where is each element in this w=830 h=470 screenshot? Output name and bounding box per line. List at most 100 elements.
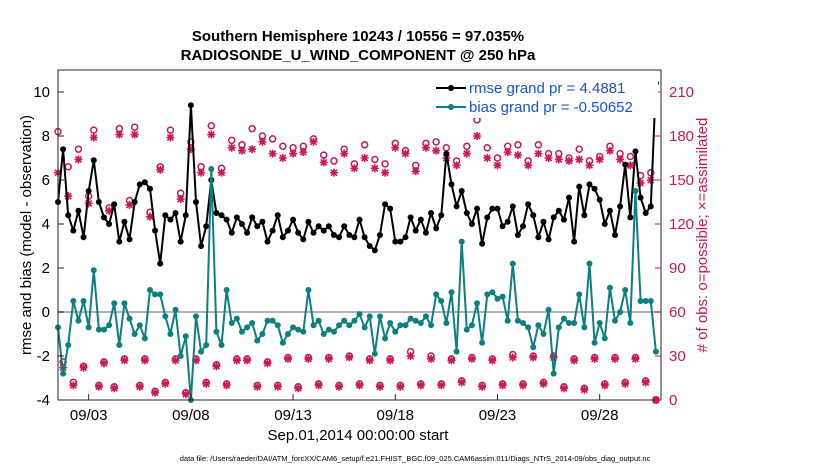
bias-point (315, 317, 322, 324)
obs-assimilated-point (99, 359, 108, 368)
bias-point (136, 322, 143, 329)
bias-point (290, 324, 297, 331)
obs-assimilated-point (381, 168, 390, 177)
bias-point (612, 317, 619, 324)
bias-point (576, 291, 583, 298)
rmse-point (637, 194, 644, 201)
rmse-point (146, 185, 153, 192)
obs-assimilated-point (319, 158, 328, 167)
obs-assimilated-point (611, 354, 620, 363)
bias-point (346, 322, 353, 329)
bias-point (458, 238, 465, 245)
rmse-point (116, 238, 123, 245)
bias-point (647, 298, 654, 304)
bias-point (627, 320, 634, 326)
bias-point (422, 313, 429, 320)
rmse-point (402, 234, 409, 241)
rmse-point (550, 214, 557, 221)
rmse-point (75, 207, 82, 214)
obs-assimilated-point (473, 132, 482, 140)
obs-assimilated-point (600, 381, 609, 390)
rmse-point (172, 210, 179, 216)
obs-assimilated-point (156, 165, 165, 174)
bias-point (65, 342, 72, 348)
rmse-point (647, 203, 654, 210)
rmse-point (422, 229, 429, 236)
obs-assimilated-point (529, 353, 538, 362)
rmse-point (463, 210, 470, 216)
obs-assimilated-point (227, 143, 236, 152)
obs-assimilated-point (309, 137, 318, 146)
rmse-point (233, 214, 240, 221)
rmse-point (218, 212, 225, 219)
rmse-point (152, 227, 159, 234)
obs-assimilated-point (483, 154, 492, 162)
rmse-point (371, 247, 378, 254)
rmse-point (90, 157, 97, 164)
y-right-tick-label: 0 (669, 392, 677, 409)
bias-point (341, 317, 348, 324)
bias-point (259, 331, 266, 337)
bias-point (622, 287, 629, 293)
rmse-point (581, 212, 588, 219)
bias-point (412, 317, 419, 324)
bias-point (453, 348, 460, 355)
rmse-point (305, 218, 312, 225)
bias-point (70, 298, 77, 304)
obs-possible-point (575, 145, 583, 153)
y-tick-label: 10 (33, 84, 50, 101)
y-tick-label: 6 (42, 172, 50, 189)
obs-assimilated-point (488, 356, 497, 365)
obs-possible-point (130, 123, 139, 131)
bias-point (264, 317, 271, 324)
bias-point (387, 320, 394, 326)
rmse-point (382, 201, 389, 208)
obs-possible-point (493, 154, 502, 162)
series-layer (55, 80, 659, 403)
obs-assimilated-point (554, 155, 563, 164)
obs-assimilated-point (462, 149, 471, 158)
rmse-point (121, 218, 128, 225)
obs-assimilated-point (432, 146, 441, 155)
obs-assimilated-point (212, 362, 221, 371)
obs-possible-point (268, 135, 277, 143)
bias-point (417, 320, 424, 326)
obs-assimilated-point (626, 161, 635, 170)
obs-assimilated-point (74, 155, 83, 164)
obs-assimilated-point (406, 352, 415, 360)
y-tick-label: 0 (42, 304, 50, 321)
rmse-point (392, 238, 399, 245)
rmse-point (540, 218, 547, 225)
obs-assimilated-point (447, 356, 456, 365)
obs-possible-point (534, 141, 543, 149)
rmse-point (632, 148, 639, 155)
bias-point (336, 322, 343, 329)
rmse-point (310, 229, 317, 236)
bias-point (167, 331, 174, 337)
bias-point (617, 309, 624, 315)
obs-possible-point (74, 145, 83, 153)
bias-point (157, 291, 164, 298)
bias-point (126, 315, 133, 322)
bias-point (228, 320, 235, 326)
bias-point (484, 291, 491, 298)
y-right-tick-label: 150 (669, 172, 694, 189)
rmse-point (627, 214, 634, 221)
bias-point (208, 166, 215, 172)
obs-possible-point (248, 124, 256, 133)
obs-assimilated-point (314, 381, 323, 390)
x-tick-label: 09/08 (172, 407, 210, 424)
obs-assimilated-point (590, 354, 599, 363)
rmse-point (65, 212, 72, 219)
obs-assimilated-point (631, 354, 640, 363)
obs-possible-point (207, 121, 216, 130)
obs-assimilated-point (253, 382, 262, 391)
bias-point (433, 291, 440, 298)
y-tick-label: 2 (42, 260, 50, 277)
obs-assimilated-point (202, 379, 211, 388)
rmse-point (412, 227, 419, 234)
bias-point (218, 342, 225, 348)
bias-point (146, 287, 153, 293)
bias-point (198, 348, 205, 355)
